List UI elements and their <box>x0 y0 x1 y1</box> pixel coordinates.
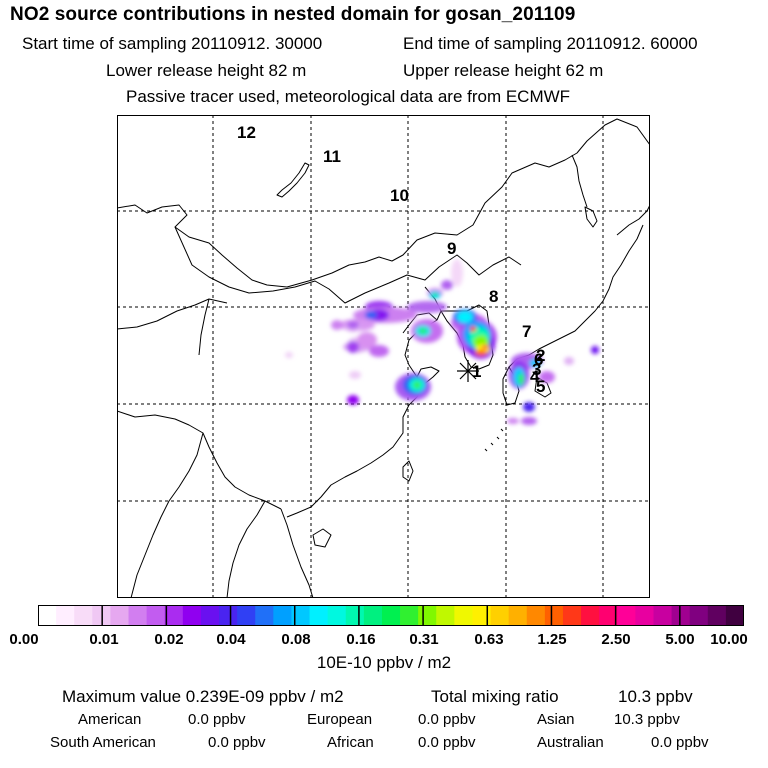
end-time-label: End time of sampling 20110912. 60000 <box>403 34 698 53</box>
colorbar-tick-label: 0.16 <box>346 631 376 648</box>
colorbar-tick-label: 0.04 <box>216 631 246 648</box>
colorbar-cell <box>110 605 130 626</box>
colorbar-cell <box>182 605 202 626</box>
colorbar-tick-label: 1.25 <box>537 631 567 648</box>
colorbar-tick-label: 0.08 <box>281 631 311 648</box>
colorbar-cell <box>418 605 437 626</box>
colorbar-cell <box>273 605 292 626</box>
colorbar-cell <box>219 605 238 626</box>
lower-release-height-label: Lower release height 82 m <box>106 61 307 80</box>
colorbar-tick-label: 0.01 <box>89 631 119 648</box>
region-name: African <box>327 734 374 751</box>
colorbar-cell <box>38 605 57 626</box>
region-name: European <box>307 711 373 728</box>
colorbar-cell <box>544 605 564 626</box>
colorbar-cell <box>707 605 727 626</box>
concentration-colorbar <box>38 605 744 626</box>
region-name: Australian <box>537 734 604 751</box>
colorbar-cell <box>472 605 492 626</box>
colorbar-tick-label: 5.00 <box>665 631 695 648</box>
colorbar-cell <box>562 605 582 626</box>
region-value: 10.3 ppbv <box>614 711 680 728</box>
region-value: 0.0 ppbv <box>208 734 266 751</box>
trajectory-label-10: 10 <box>390 186 409 205</box>
receptor-marker <box>457 360 479 382</box>
trajectory-label-8: 8 <box>489 287 499 306</box>
colorbar-cell <box>436 605 455 626</box>
trajectory-label-3: 3 <box>532 360 542 379</box>
colorbar-tick-label: 10.00 <box>710 631 748 648</box>
colorbar-cell <box>490 605 510 626</box>
trajectory-label-5: 5 <box>536 377 546 396</box>
trajectory-label-12: 12 <box>237 123 256 142</box>
colorbar-cell <box>689 605 709 626</box>
model-info-label: Passive tracer used, meteorological data… <box>126 87 571 106</box>
trajectory-label-11: 11 <box>323 147 341 166</box>
colorbar-cell <box>381 605 401 626</box>
map-gridlines <box>117 115 650 598</box>
colorbar-cell <box>255 605 274 626</box>
colorbar-cell <box>363 605 383 626</box>
colorbar-cell <box>56 605 75 626</box>
colorbar-cell <box>291 605 311 626</box>
total-mixing-ratio-value: 10.3 ppbv <box>618 687 693 706</box>
colorbar-tick-label: 0.31 <box>409 631 439 648</box>
region-value: 0.0 ppbv <box>418 711 476 728</box>
colorbar-cell <box>508 605 528 626</box>
region-value: 0.0 ppbv <box>188 711 246 728</box>
upper-release-height-label: Upper release height 62 m <box>403 61 604 80</box>
colorbar-cell <box>74 605 93 626</box>
colorbar-cell <box>599 605 618 626</box>
region-name: American <box>78 711 142 728</box>
trajectory-label-2: 2 <box>536 346 546 365</box>
colorbar-units: 10E-10 ppbv / m2 <box>316 653 452 672</box>
colorbar-cell <box>581 605 600 626</box>
region-name: Asian <box>537 711 575 728</box>
region-value: 0.0 ppbv <box>651 734 709 751</box>
colorbar-cell <box>309 605 329 626</box>
colorbar-cell <box>454 605 473 626</box>
map-coastlines <box>117 118 650 598</box>
colorbar-cell <box>327 605 347 626</box>
start-time-label: Start time of sampling 20110912. 30000 <box>22 34 323 53</box>
colorbar-cell <box>653 605 673 626</box>
colorbar-cell <box>526 605 546 626</box>
colorbar-cell <box>200 605 220 626</box>
concentration-plumes <box>285 259 599 425</box>
trajectory-label-9: 9 <box>447 239 457 258</box>
colorbar-cell <box>671 605 691 626</box>
colorbar-cell <box>128 605 148 626</box>
trajectory-label-1: 1 <box>472 362 482 381</box>
region-value: 0.0 ppbv <box>418 734 476 751</box>
trajectory-label-4: 4 <box>530 367 540 386</box>
colorbar-cell <box>237 605 256 626</box>
max-value-label: Maximum value 0.239E-09 ppbv / m2 <box>62 687 344 706</box>
colorbar-cell <box>400 605 419 626</box>
trajectory-label-7: 7 <box>522 322 532 341</box>
region-name: South American <box>50 734 156 751</box>
colorbar-tick-label: 2.50 <box>601 631 631 648</box>
total-mixing-ratio-label: Total mixing ratio <box>431 687 559 706</box>
colorbar-tick-label: 0.02 <box>154 631 184 648</box>
colorbar-cell <box>345 605 365 626</box>
colorbar-cell <box>146 605 166 626</box>
colorbar-cell <box>635 605 654 626</box>
colorbar-cell <box>617 605 636 626</box>
trajectory-label-6: 6 <box>534 350 544 369</box>
colorbar-tick-label: 0.00 <box>9 631 39 648</box>
source-contribution-map <box>117 115 650 598</box>
colorbar-tick-label: 0.63 <box>474 631 504 648</box>
colorbar-cell <box>725 605 744 626</box>
colorbar-cell <box>164 605 184 626</box>
page-title: NO2 source contributions in nested domai… <box>10 4 576 25</box>
